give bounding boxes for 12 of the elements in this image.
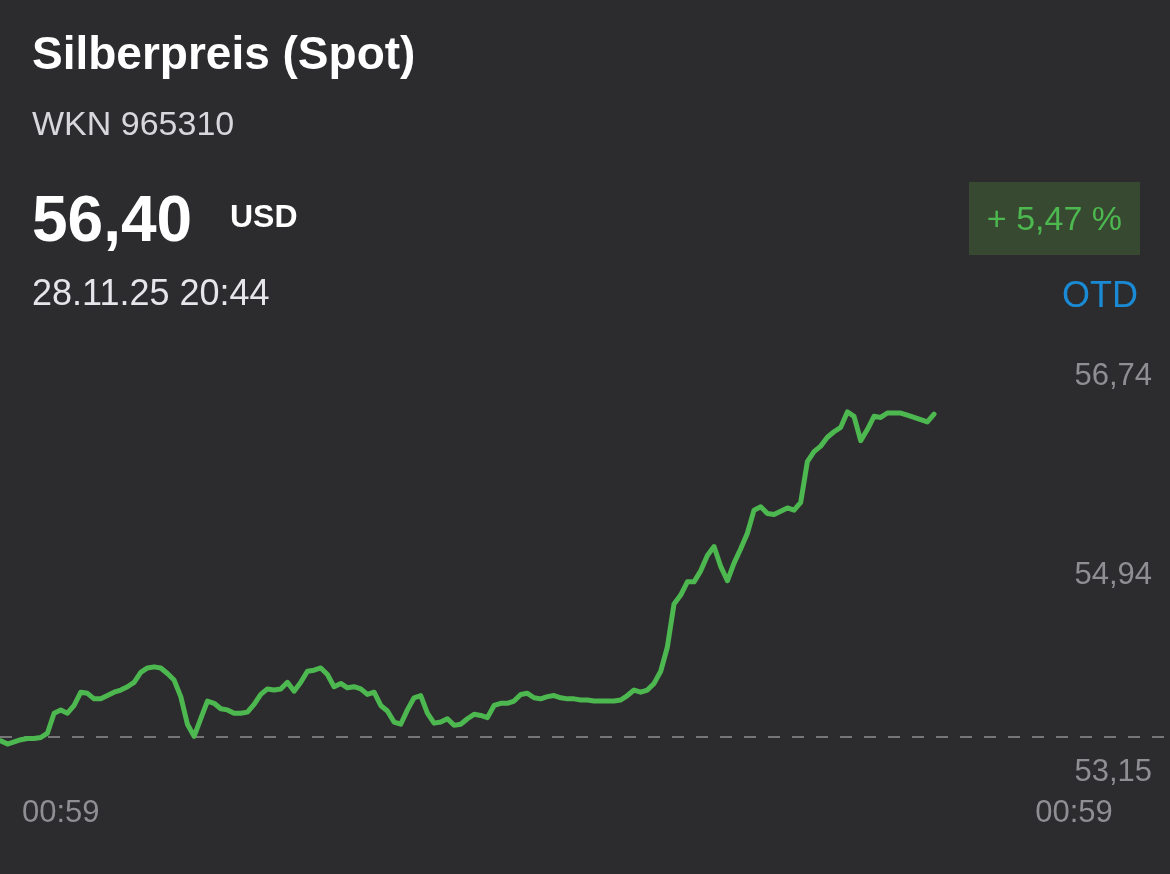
- chart-title: Silberpreis (Spot): [32, 26, 416, 80]
- chart-subtitle: WKN 965310: [32, 104, 235, 143]
- text: 56,40: [32, 182, 193, 256]
- text: USD: [230, 198, 298, 235]
- text: + 5,47 %: [968, 182, 1140, 255]
- y-tick-label: 53,15: [1074, 753, 1152, 789]
- y-tick-label: 56,74: [1074, 357, 1152, 393]
- y-tick-label: 54,94: [1074, 555, 1152, 591]
- x-tick-label: 00:59: [1035, 793, 1113, 829]
- text: 28.11.25 20:44: [32, 272, 270, 314]
- x-tick-label: 00:59: [22, 793, 100, 829]
- text: OTD: [1062, 274, 1138, 316]
